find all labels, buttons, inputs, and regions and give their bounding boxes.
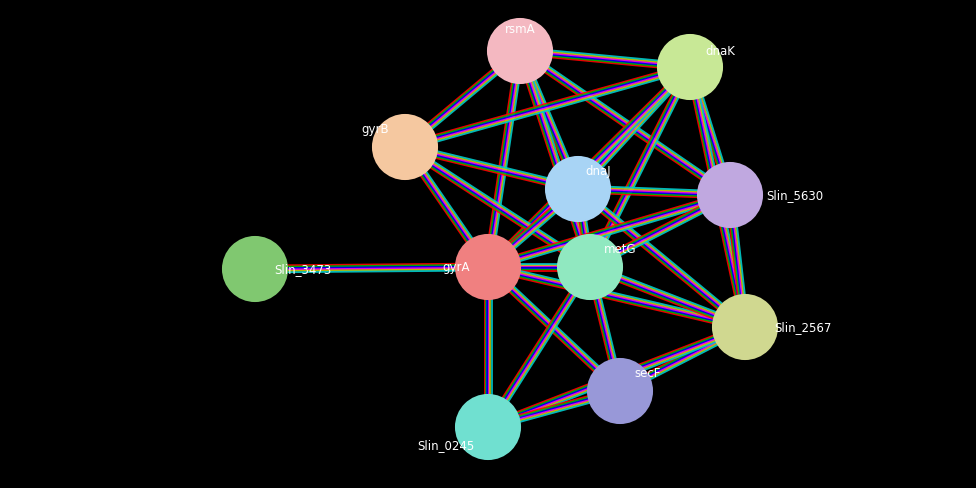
Text: gyrA: gyrA	[442, 261, 469, 274]
Text: dnaJ: dnaJ	[586, 165, 611, 178]
Circle shape	[223, 238, 287, 302]
Circle shape	[373, 116, 437, 180]
Text: gyrB: gyrB	[361, 123, 388, 136]
Circle shape	[488, 20, 552, 84]
Circle shape	[698, 163, 762, 227]
Circle shape	[588, 359, 652, 423]
Circle shape	[658, 36, 722, 100]
Circle shape	[456, 236, 520, 299]
Text: Slin_0245: Slin_0245	[418, 439, 474, 451]
Text: Slin_3473: Slin_3473	[274, 263, 332, 276]
Text: dnaK: dnaK	[705, 45, 735, 59]
Text: rsmA: rsmA	[505, 23, 535, 37]
Circle shape	[546, 158, 610, 222]
Circle shape	[713, 295, 777, 359]
Text: secF: secF	[634, 367, 661, 380]
Text: Slin_5630: Slin_5630	[766, 189, 824, 202]
Circle shape	[456, 395, 520, 459]
Text: metG: metG	[604, 243, 636, 256]
Circle shape	[558, 236, 622, 299]
Text: Slin_2567: Slin_2567	[774, 321, 832, 334]
